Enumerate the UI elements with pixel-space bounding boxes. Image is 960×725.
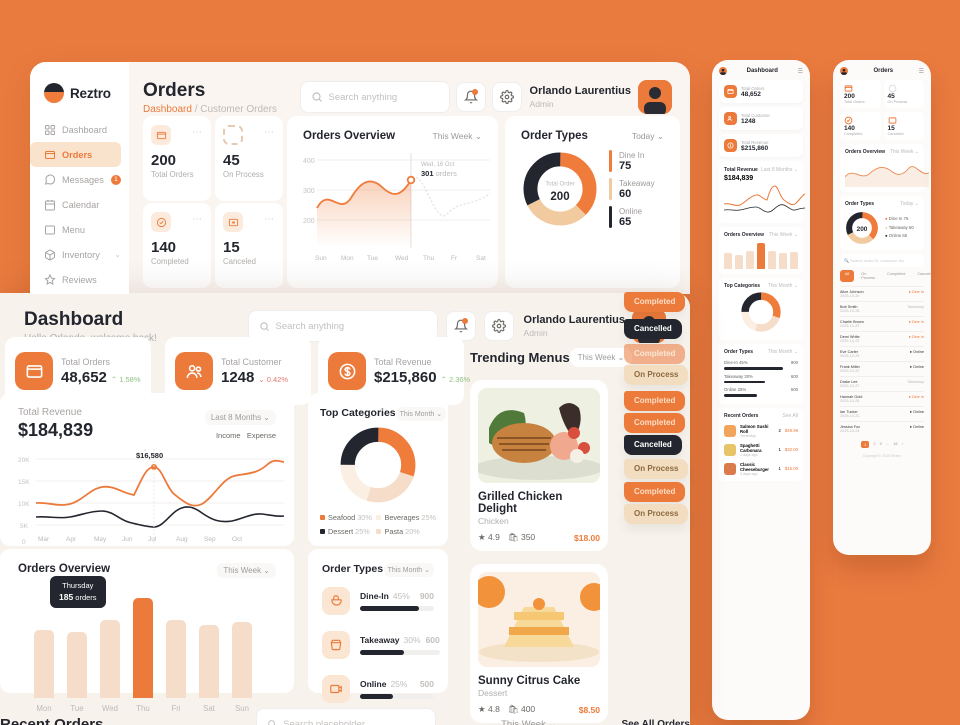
svg-text:Oct: Oct [232,536,242,543]
svg-text:Sun: Sun [315,255,327,262]
svg-text:Mar: Mar [38,536,50,543]
svg-text:400: 400 [303,158,315,165]
svg-text:Wed: Wed [395,255,409,262]
svg-text:300: 300 [303,188,315,195]
svg-text:5K: 5K [20,523,29,530]
svg-text:Wed, 16 Oct: Wed, 16 Oct [421,162,455,168]
svg-text:Mon: Mon [341,255,354,262]
svg-text:May: May [94,536,107,543]
svg-text:15K: 15K [18,479,30,486]
svg-text:Jun: Jun [122,536,133,543]
svg-text:301 orders: 301 orders [421,169,457,178]
svg-text:0: 0 [22,539,26,544]
svg-text:20K: 20K [18,457,30,464]
svg-text:Thu: Thu [423,255,435,262]
svg-text:Aug: Aug [176,536,188,543]
svg-text:Fr: Fr [451,255,458,262]
svg-text:Sep: Sep [204,536,216,543]
svg-text:Tue: Tue [367,255,378,262]
svg-text:10K: 10K [18,501,30,508]
svg-text:200: 200 [303,218,315,225]
svg-text:200: 200 [857,226,868,233]
svg-text:Total Order: Total Order [545,181,574,187]
svg-text:$16,580: $16,580 [136,451,163,460]
svg-text:Jul: Jul [148,536,157,543]
svg-text:Sat: Sat [476,255,486,262]
svg-text:Apr: Apr [66,536,77,543]
svg-text:200: 200 [550,191,569,203]
